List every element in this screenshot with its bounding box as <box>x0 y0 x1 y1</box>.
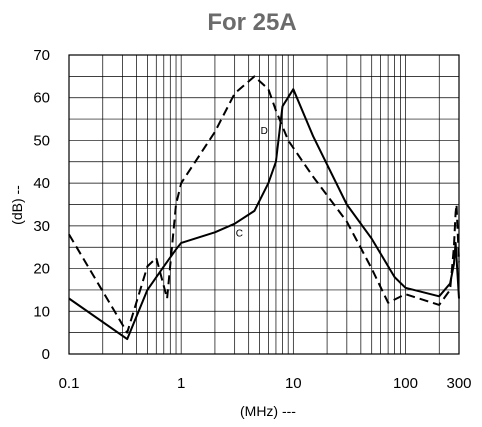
y-tick-label: 20 <box>33 261 50 278</box>
y-tick-label: 10 <box>33 303 50 320</box>
y-axis-label: (dB) -- <box>9 185 25 225</box>
y-tick-label: 70 <box>33 47 50 64</box>
series-label-d: D <box>261 126 268 137</box>
series-line-d <box>68 75 460 334</box>
chart-title: For 25A <box>207 9 296 36</box>
x-tick-label: 10 <box>285 375 302 392</box>
x-tick-label: 300 <box>446 375 471 392</box>
x-tick-labels: 0.1 1 10 100 300 <box>59 375 472 392</box>
plot-frame <box>68 54 460 355</box>
y-tick-labels: 0 10 20 30 40 50 60 70 <box>33 47 50 363</box>
y-tick-label: 50 <box>33 132 50 149</box>
y-tick-label: 30 <box>33 218 50 235</box>
plot-grid <box>69 55 459 354</box>
x-tick-label: 1 <box>177 375 185 392</box>
y-tick-label: 0 <box>42 346 50 363</box>
x-tick-label: 100 <box>393 375 418 392</box>
y-tick-label: 40 <box>33 175 50 192</box>
y-tick-label: 60 <box>33 90 50 107</box>
x-tick-label: 0.1 <box>59 375 80 392</box>
series-label-c: C <box>236 229 243 240</box>
x-axis-label: (MHz) --- <box>240 403 296 419</box>
curves: CD <box>68 75 460 341</box>
